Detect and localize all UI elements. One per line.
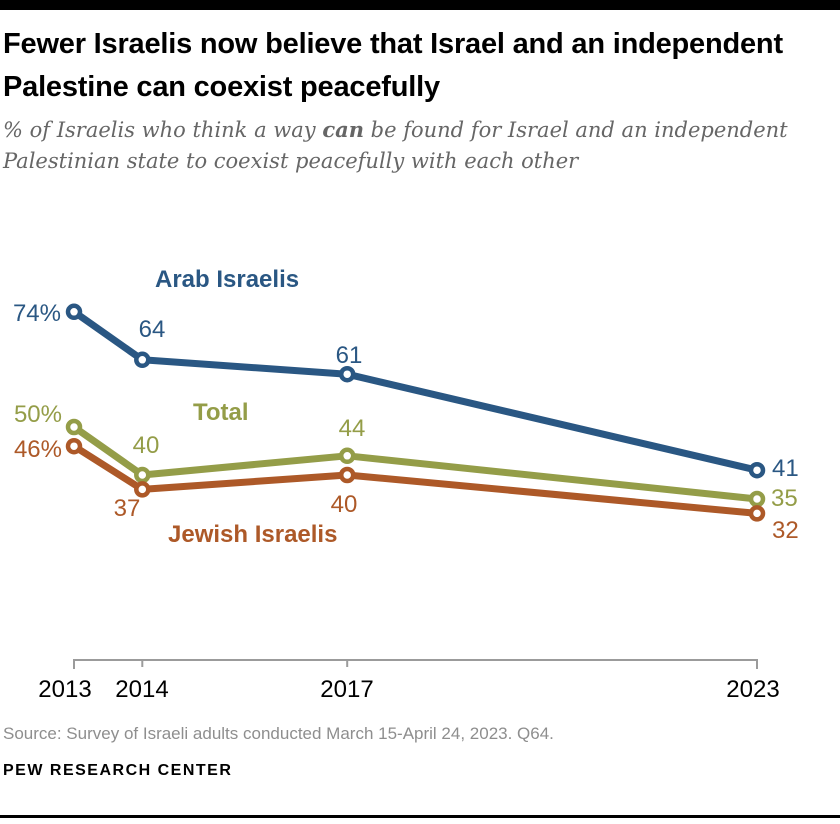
top-accent-bar <box>0 0 840 10</box>
series-label-jewish-israelis: Jewish Israelis <box>168 521 337 548</box>
data-point-arab-israelis-2017 <box>338 365 356 383</box>
data-label-jewish-israelis-2013: 46% <box>14 436 62 463</box>
data-point-jewish-israelis-2017 <box>338 466 356 484</box>
data-point-total-2014 <box>134 466 151 484</box>
branding: PEW RESEARCH CENTER <box>3 762 233 779</box>
series-line-jewish-israelis <box>72 443 758 517</box>
data-label-jewish-israelis-2023: 32 <box>772 517 799 544</box>
data-point-total-2013 <box>65 418 83 436</box>
chart-subtitle: % of Israelis who think a way can be fou… <box>3 114 815 177</box>
chart-title: Fewer Israelis now believe that Israel a… <box>3 28 783 103</box>
data-point-jewish-israelis-2014 <box>134 481 151 498</box>
data-point-total-2023 <box>748 490 766 508</box>
subtitle-bold-word: can <box>322 117 364 142</box>
data-label-arab-israelis-2014: 64 <box>139 316 166 343</box>
data-point-arab-israelis-2023 <box>748 461 766 479</box>
x-tick-label-2017: 2017 <box>320 676 373 703</box>
data-label-total-2023: 35 <box>771 485 798 512</box>
x-tick-label-2014: 2014 <box>115 676 168 703</box>
subtitle-text-prefix: % of Israelis who think a way <box>3 118 323 142</box>
data-label-total-2017: 44 <box>339 415 366 442</box>
data-point-total-2017 <box>338 447 356 465</box>
x-tick-label-2013: 2013 <box>38 676 91 703</box>
data-point-arab-israelis-2014 <box>134 351 151 369</box>
subtitle-text-suffix: be found for Israel and an independent P… <box>3 118 788 173</box>
data-point-arab-israelis-2013 <box>65 303 83 321</box>
data-point-jewish-israelis-2013 <box>65 437 83 455</box>
series-line-arab-israelis <box>71 308 758 474</box>
x-axis <box>73 659 758 669</box>
series-line-total <box>71 424 758 503</box>
data-label-arab-israelis-2023: 41 <box>772 455 799 482</box>
data-label-arab-israelis-2013: 74% <box>13 300 61 327</box>
data-label-total-2013: 50% <box>14 401 62 428</box>
data-label-jewish-israelis-2017: 40 <box>331 491 358 518</box>
line-chart: 2013 2014 2017 2023 74% 64 61 41 Arab Israelis 50… <box>0 250 840 705</box>
bottom-rule <box>0 815 840 818</box>
data-label-total-2014: 40 <box>133 432 160 459</box>
x-tick-label-2023: 2023 <box>726 676 779 703</box>
source-note: Source: Survey of Israeli adults conduct… <box>3 724 554 743</box>
data-label-jewish-israelis-2014: 37 <box>114 495 141 522</box>
data-label-arab-israelis-2017: 61 <box>336 342 363 369</box>
series-label-total: Total <box>193 399 249 426</box>
data-point-jewish-israelis-2023 <box>748 505 766 522</box>
series-label-arab-israelis: Arab Israelis <box>155 266 299 293</box>
line-chart-svg: 2013 2014 2017 2023 74% 64 61 41 Arab Israelis 50… <box>13 266 799 703</box>
